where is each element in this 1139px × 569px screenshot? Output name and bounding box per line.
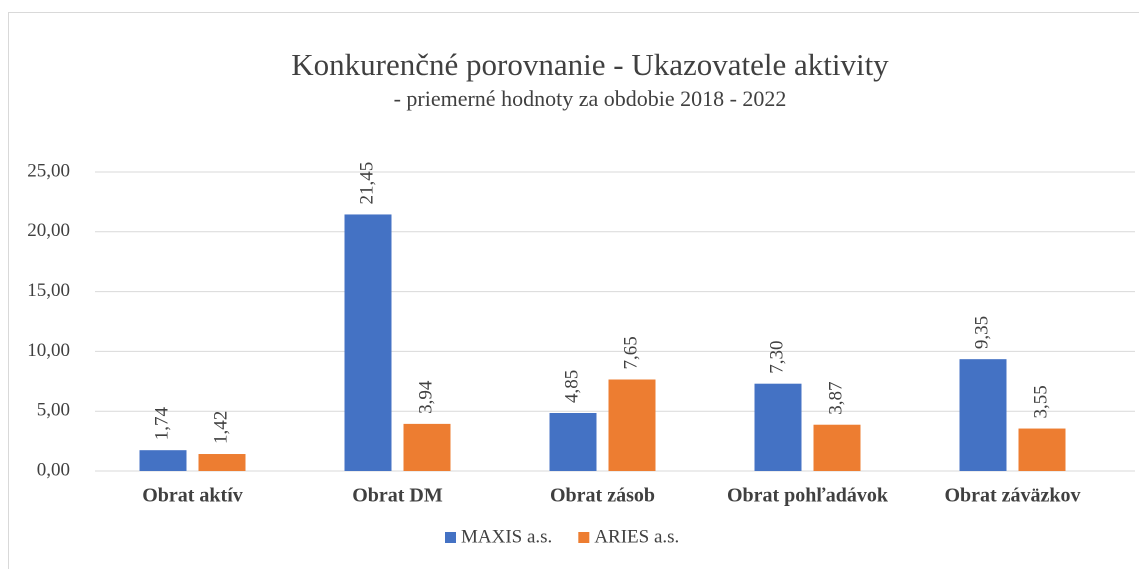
legend-swatch <box>445 532 456 543</box>
x-tick-label: Obrat aktív <box>142 485 243 507</box>
data-label: 3,55 <box>1030 385 1051 418</box>
bar <box>549 412 597 471</box>
legend-swatch <box>578 532 590 543</box>
bar <box>198 454 246 471</box>
bar <box>139 450 187 471</box>
data-label: 3,87 <box>825 381 846 414</box>
legend-label: ARIES a.s. <box>594 526 679 547</box>
legend-label: MAXIS a.s. <box>461 526 552 547</box>
data-label: 21,45 <box>356 162 377 205</box>
y-tick-label: 10,00 <box>27 340 70 361</box>
chart-subtitle: - priemerné hodnoty za obdobie 2018 - 20… <box>394 86 787 111</box>
data-label: 7,65 <box>620 336 641 369</box>
y-tick-label: 0,00 <box>37 459 70 480</box>
bar <box>959 359 1007 471</box>
x-tick-label: Obrat pohľadávok <box>727 485 889 507</box>
data-label: 3,94 <box>415 380 436 414</box>
bar <box>608 379 656 471</box>
x-tick-label: Obrat zásob <box>550 485 655 507</box>
chart-frame <box>8 12 1139 569</box>
x-tick-label: Obrat záväzkov <box>944 485 1080 507</box>
y-tick-label: 25,00 <box>27 160 70 181</box>
bar <box>813 424 861 471</box>
chart-title: Konkurenčné porovnanie - Ukazovatele akt… <box>291 47 889 82</box>
data-label: 9,35 <box>971 316 992 349</box>
bar <box>1018 428 1066 471</box>
bar <box>754 383 802 471</box>
data-label: 1,42 <box>210 411 231 444</box>
y-tick-label: 20,00 <box>27 220 70 241</box>
x-tick-label: Obrat DM <box>352 485 443 507</box>
y-tick-label: 15,00 <box>27 280 70 301</box>
data-label: 7,30 <box>766 340 787 373</box>
data-label: 1,74 <box>151 406 172 440</box>
bar <box>344 214 392 471</box>
y-tick-label: 5,00 <box>37 400 70 421</box>
bar <box>403 423 451 471</box>
data-label: 4,85 <box>561 370 582 403</box>
